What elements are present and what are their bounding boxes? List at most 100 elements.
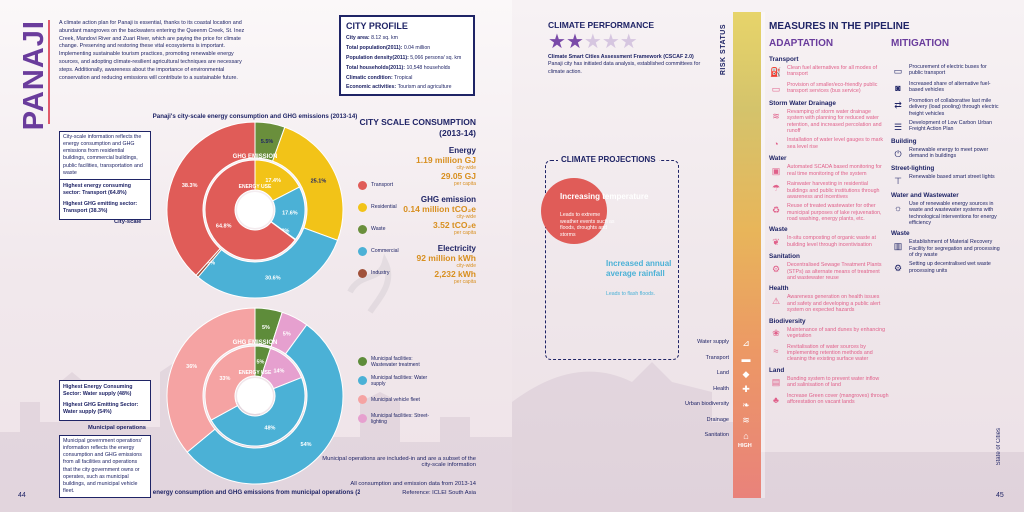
measure-item: ⚠ Awareness generation on health issues a… — [769, 294, 889, 313]
legend-item: Residential — [358, 196, 399, 218]
compost-icon: ❦ — [772, 236, 780, 247]
plant-icon: ⚙ — [771, 263, 781, 274]
muni-label: Municipal operations — [88, 425, 146, 431]
slice-value-label: 48% — [264, 426, 275, 432]
slice-value-label: 54% — [301, 442, 312, 448]
profile-row: Climatic condition: Tropical — [346, 74, 468, 84]
rating-stars: ★★★★★ — [548, 32, 708, 52]
risk-status-label: RISK STATUS — [720, 24, 727, 76]
risk-sector-label: Land — [716, 370, 729, 376]
city-scale-donut-chart: 5.5%25.1%30.6%0.5%38.3%17.4%17.6%0.2%64.… — [153, 113, 358, 299]
profile-value: Tropical — [394, 74, 413, 81]
temperature-circle — [541, 178, 607, 244]
ghg-pc-unit: per capita — [454, 230, 476, 237]
fuel-icon: ⛽ — [770, 66, 782, 77]
streetlight-icon: ⊤ — [894, 175, 902, 186]
measure-text: Awareness generation on health issues an… — [787, 294, 881, 314]
risk-sector-list: Water supply Transport Land Health Urban bio… — [652, 335, 729, 444]
risk-sector-label: Sanitation — [704, 432, 729, 438]
energy-unit: city-wide — [456, 165, 476, 172]
risk-bar-highlight — [761, 12, 765, 498]
muni-highest-ghg: Highest GHG Emitting Sector: Water suppl… — [63, 402, 139, 416]
drain-icon: ≋ — [742, 415, 750, 425]
measure-text: Provision of smaller/eco-friendly public… — [787, 82, 878, 95]
right-page — [512, 0, 1024, 512]
star-icon: ★ — [619, 31, 638, 53]
measure-text: Use of renewable energy sources in waste… — [909, 201, 997, 227]
state-of-cities-label: State of Cities — [996, 428, 1002, 466]
legend-swatch — [358, 268, 367, 278]
power-icon: ⏻ — [894, 148, 902, 159]
measure-text: Increase Green cover (mangroves) through… — [787, 392, 889, 405]
municipal-donut-chart: 5% 5% 54% 36% 5% 14% 48% 33% GHG EMISSION ENERGY … — [150, 307, 360, 496]
city-profile-title: CITY PROFILE — [346, 21, 408, 31]
adaptation-column: Transport ⛽ Clean fuel alternatives for al… — [769, 52, 889, 410]
rain-icon: ☂ — [771, 182, 781, 193]
legend-item: Industry — [358, 262, 399, 284]
footnote-reference: Reference: ICLEI South Asia — [402, 490, 476, 496]
donut-slice — [197, 227, 339, 299]
measure-text: Renewable based smart street lights — [909, 174, 995, 181]
projection-temperature-title: Increasing temperature — [560, 192, 649, 201]
measure-item: ♣ Increase Green cover (mangroves) throug… — [769, 393, 889, 407]
projection-temperature-desc: Leads to extreme weather events such as … — [560, 212, 615, 238]
risk-sector-label: Water supply — [697, 339, 729, 345]
measure-text: Rainwater harvesting in residential buil… — [787, 181, 880, 201]
electricity-pc-value: 2,232 kWh — [434, 269, 476, 280]
legend-swatch — [358, 376, 367, 385]
city-profile-box: CITY PROFILE City area: 8.12 sq. km Total… — [339, 15, 475, 96]
energy-metric: Energy 1.19 million GJ city-wide 29.05 G… — [356, 146, 476, 187]
tree-icon: ♣ — [773, 394, 779, 405]
legend-label: Commercial — [371, 248, 399, 254]
measure-category: Health — [769, 285, 789, 293]
measure-item: ▭ Provision of smaller/eco-friendly publi… — [769, 82, 889, 96]
profile-key: Climatic condition: — [346, 74, 395, 81]
legend-label: Municipal facilities: Street-lighting — [371, 412, 430, 425]
ghg-label: GHG emission — [420, 195, 476, 205]
truck-icon: ▬ — [741, 353, 751, 364]
measure-text: Renewable energy to meet power demand in… — [909, 147, 989, 160]
freight-icon: ⇄ — [894, 99, 902, 110]
profile-key: Economic activities: — [346, 84, 398, 91]
measure-item: ⇄ Promotion of collaborative last mile de… — [891, 98, 1001, 117]
risk-sector-label: Transport — [705, 354, 729, 361]
profile-row: City area: 8.12 sq. km — [346, 34, 468, 44]
measure-text: Promotion of collaborative last mile del… — [909, 98, 999, 117]
car-icon: ◙ — [895, 83, 901, 93]
city-highest-ghg: Highest GHG emitting sector: Transport (… — [63, 201, 138, 215]
measure-item: ☂ Rainwater harvesting in residential bui… — [769, 181, 889, 200]
profile-value: 8.12 sq. km — [371, 35, 398, 41]
risk-sector-label: Drainage — [706, 416, 729, 423]
recycle-icon: ♻ — [771, 204, 781, 215]
slice-value-label: 17.4% — [265, 178, 281, 184]
measure-text: Revitalisation of water sources by imple… — [787, 343, 873, 363]
measure-category: Building — [891, 138, 917, 146]
slice-value-label: 5.5% — [261, 139, 274, 145]
measure-text: Reuse of treated wastewater for other mu… — [787, 203, 882, 223]
star-icon: ★ — [583, 31, 602, 53]
perf-framework: Climate Smart Cities Assessment Framewor… — [548, 54, 694, 60]
mitigation-column: ▭ Procurement of electric buses for publi… — [891, 52, 1001, 278]
profile-value: 10,548 households — [406, 64, 451, 71]
ring-label-ghg: GHG EMISSION — [233, 340, 278, 346]
legend-swatch — [358, 180, 367, 190]
muni-highest-energy: Highest Energy Consuming Sector: Water s… — [63, 384, 133, 398]
measure-item: ⊤ Renewable based smart street lights — [891, 174, 1001, 188]
chart-title: Panaji's city-scale energy consumption a… — [153, 113, 358, 120]
alert-icon: ⚠ — [771, 295, 781, 306]
land-icon: ◆ — [742, 368, 750, 379]
water-icon: ≈ — [773, 345, 779, 356]
profile-row: Population density(2011): 5,066 persons/… — [346, 54, 468, 64]
bund-icon: ▤ — [771, 377, 781, 388]
page-number-left: 44 — [18, 492, 26, 499]
measure-item: ▣ Automated SCADA based monitoring for re… — [769, 164, 889, 178]
measure-item: ≋ Revamping of storm water drainage syste… — [769, 109, 889, 134]
ghg-unit: city-wide — [456, 214, 476, 221]
drain-icon: ≋ — [772, 110, 780, 121]
profile-key: City area: — [346, 35, 372, 41]
legend-swatch — [358, 246, 367, 256]
profile-row: Economic activities: Tourism and agricul… — [346, 83, 468, 93]
measure-item: ◔ Installation of water level gauges to m… — [769, 137, 889, 151]
csc-title: CITY SCALE CONSUMPTION (2013-14) — [359, 117, 477, 138]
donut-slice — [186, 324, 344, 485]
